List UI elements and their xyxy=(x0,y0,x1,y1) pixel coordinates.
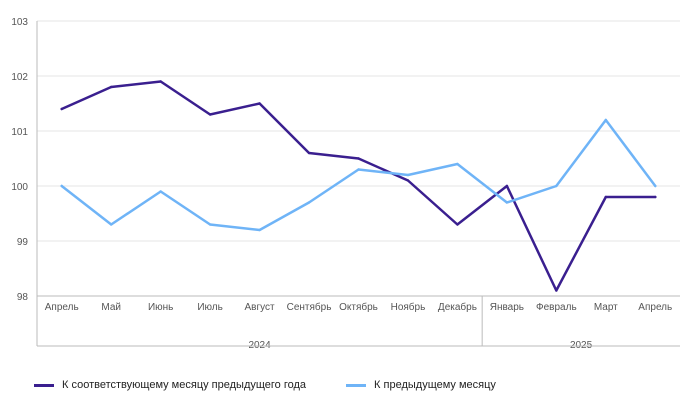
data-point-mom xyxy=(505,201,509,204)
legend-item-mom: К предыдущему месяцу xyxy=(346,379,496,391)
data-point-yoy xyxy=(505,184,509,188)
x-tick-label: Ноябрь xyxy=(391,301,426,313)
y-tick-label: 100 xyxy=(11,182,28,193)
data-point-mom xyxy=(555,184,558,188)
data-point-mom xyxy=(357,168,360,171)
x-tick-label: Август xyxy=(245,302,276,313)
x-tick-label: Октябрь xyxy=(339,301,378,313)
data-point-yoy xyxy=(555,289,558,292)
x-tick-label: Апрель xyxy=(638,302,672,313)
data-point-yoy xyxy=(456,223,459,226)
data-point-yoy xyxy=(159,80,162,83)
data-point-mom xyxy=(307,201,311,204)
legend: К соответствующему месяцу предыдущего го… xyxy=(34,379,536,391)
y-tick-label: 101 xyxy=(11,127,28,138)
x-tick-label: Март xyxy=(594,302,618,313)
data-point-yoy xyxy=(654,195,657,199)
x-tick-label: Май xyxy=(101,302,121,313)
data-point-yoy xyxy=(406,179,410,182)
legend-item-yoy: К соответствующему месяцу предыдущего го… xyxy=(34,379,306,391)
data-point-yoy xyxy=(208,113,212,116)
x-tick-label: Июнь xyxy=(148,302,173,313)
data-point-mom xyxy=(406,173,410,177)
x-tick-label: Январь xyxy=(490,302,524,313)
x-tick-label: Февраль xyxy=(536,302,577,313)
legend-label-mom: К предыдущему месяцу xyxy=(374,379,496,391)
data-point-mom xyxy=(159,190,162,193)
data-point-yoy xyxy=(604,195,608,199)
legend-swatch-mom xyxy=(346,383,367,387)
x-tick-label: Декабрь xyxy=(438,301,477,313)
data-point-mom xyxy=(604,118,608,122)
data-point-yoy xyxy=(60,107,63,111)
data-point-yoy xyxy=(357,157,360,160)
data-point-mom xyxy=(654,184,657,188)
legend-label-yoy: К соответствующему месяцу предыдущего го… xyxy=(62,379,307,391)
legend-swatch-yoy xyxy=(34,383,54,387)
series-line-mom xyxy=(60,118,657,232)
x-tick-label: Апрель xyxy=(45,302,79,313)
x-tick-label: Сентябрь xyxy=(287,301,332,313)
y-tick-label: 103 xyxy=(11,17,28,28)
y-tick-label: 102 xyxy=(11,72,28,83)
data-point-mom xyxy=(60,184,63,188)
y-tick-label: 98 xyxy=(17,292,29,303)
data-point-mom xyxy=(109,223,113,226)
data-point-yoy xyxy=(307,151,311,155)
data-point-mom xyxy=(208,223,212,226)
y-tick-label: 99 xyxy=(17,237,29,248)
data-point-yoy xyxy=(258,102,261,105)
data-point-yoy xyxy=(109,85,113,89)
data-point-mom xyxy=(456,162,459,166)
x-tick-label: Июль xyxy=(197,302,223,313)
data-point-mom xyxy=(258,228,261,232)
